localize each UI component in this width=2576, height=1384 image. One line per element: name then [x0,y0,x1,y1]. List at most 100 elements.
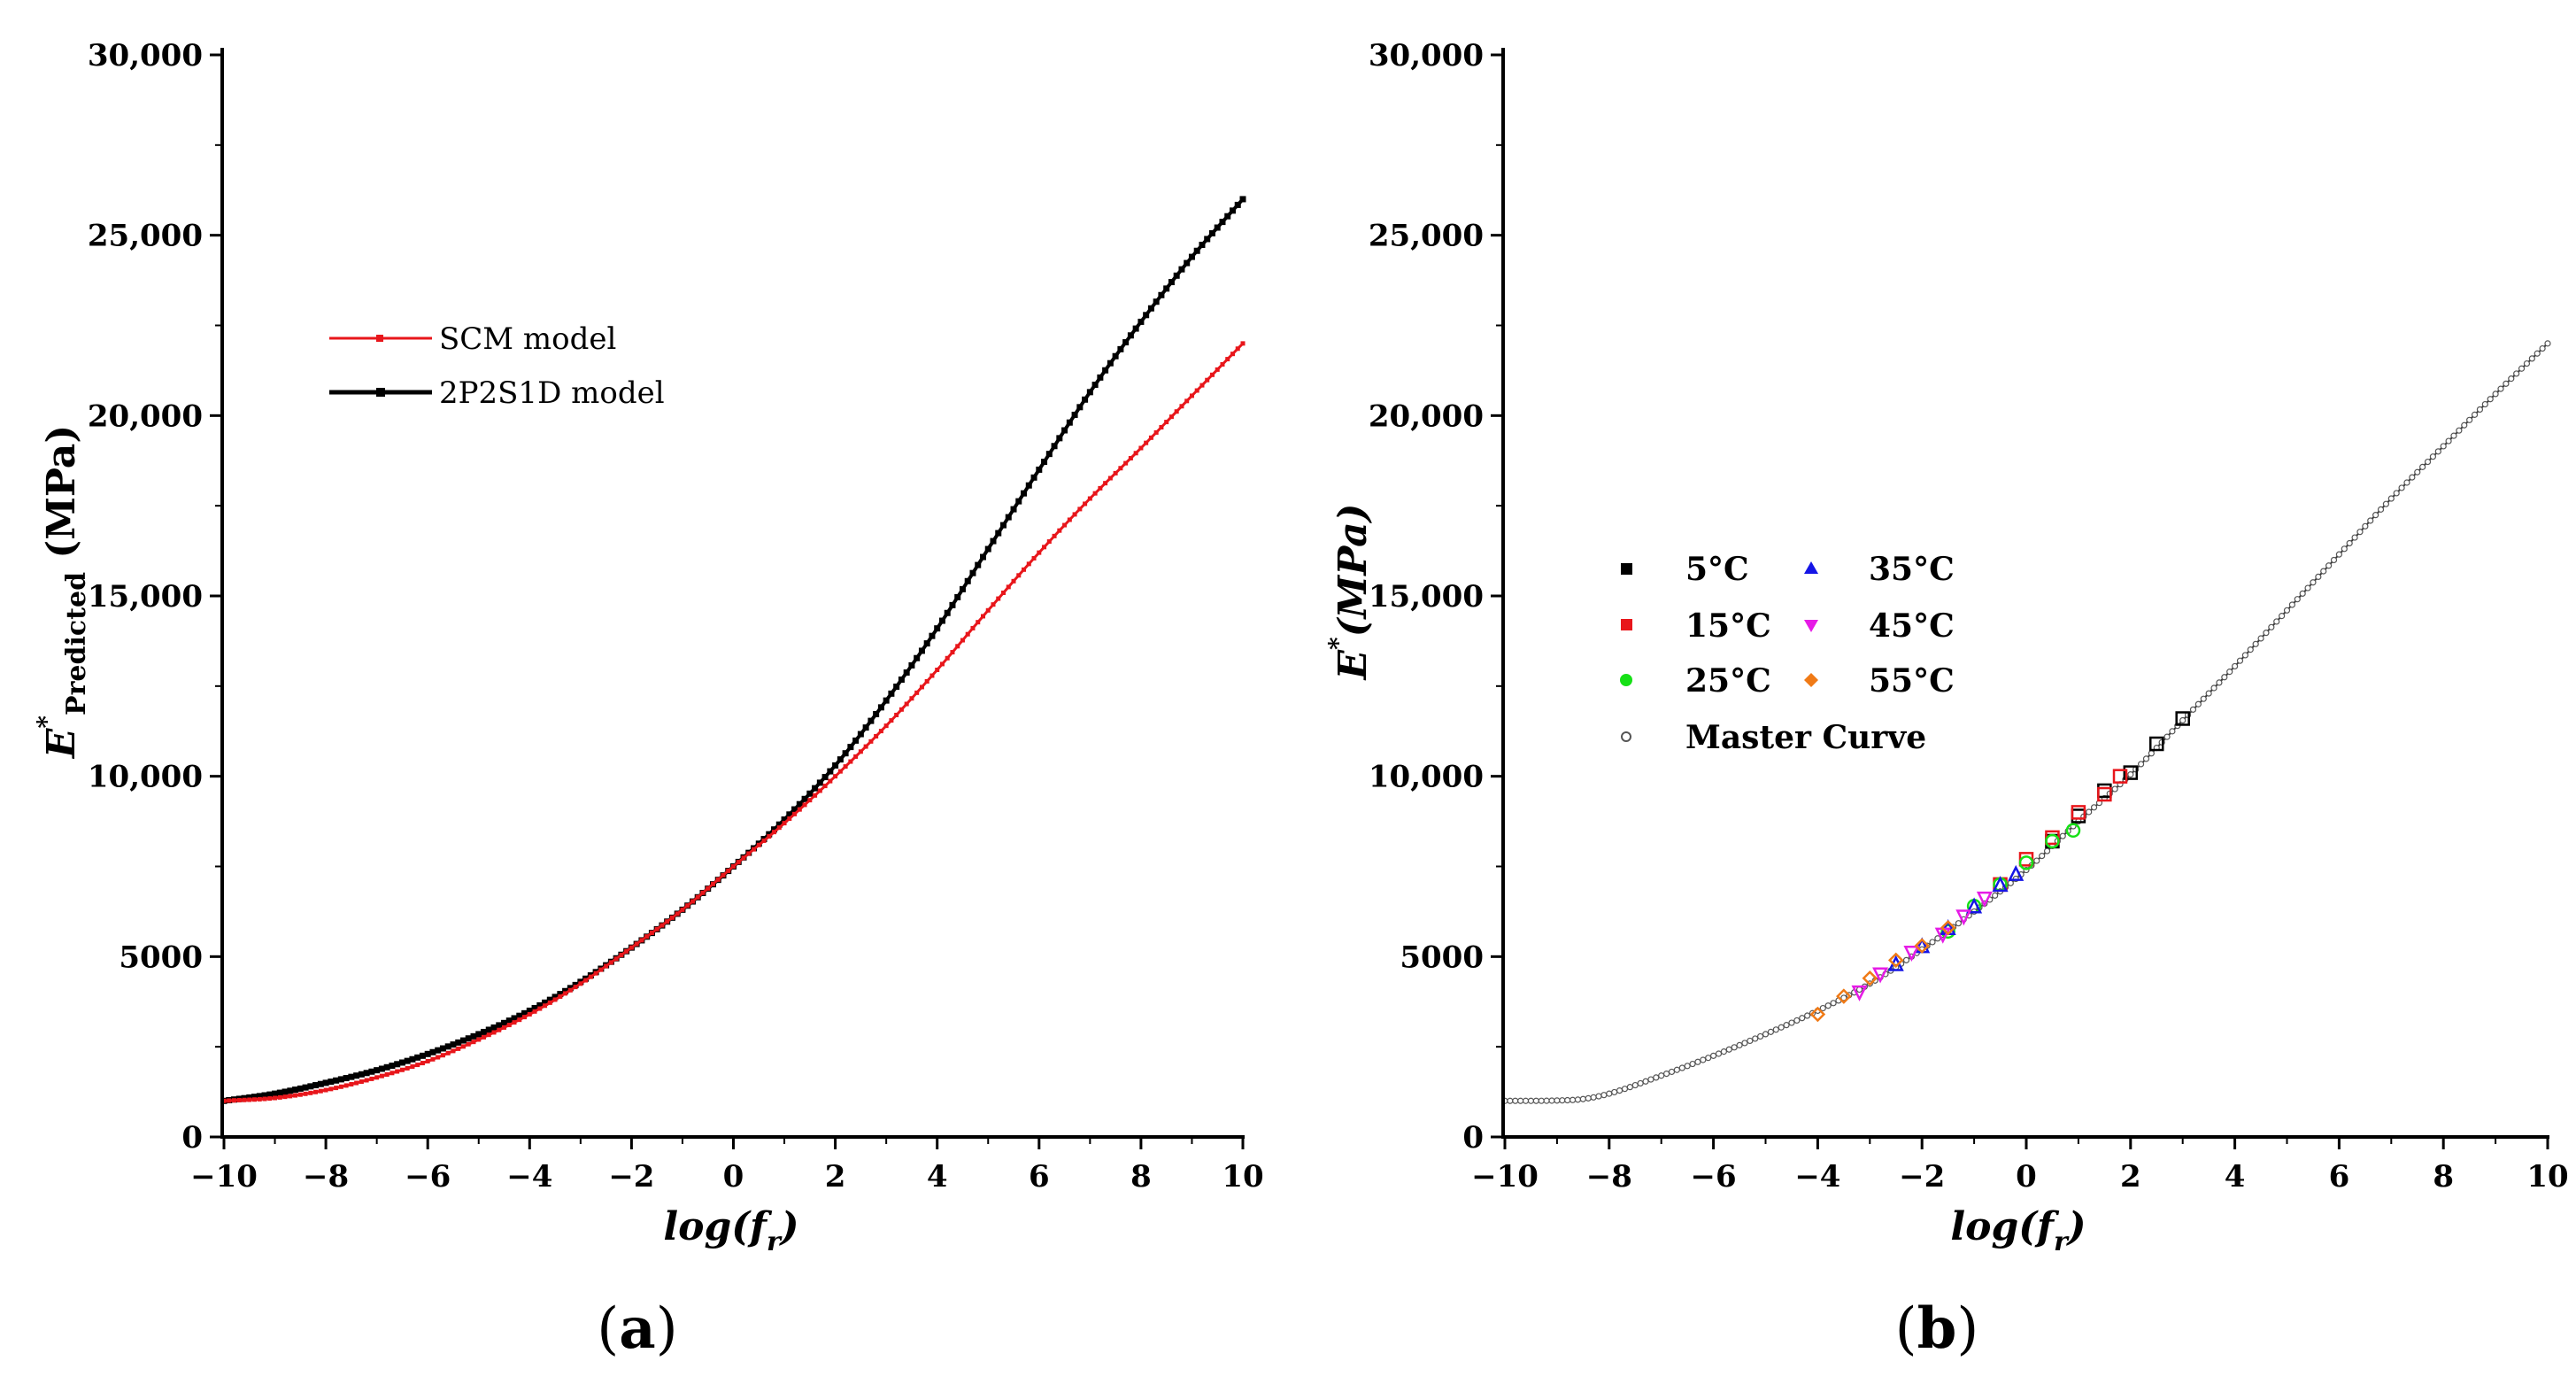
master-curve-point [2534,350,2541,357]
series-point [883,723,889,729]
series-point [1163,285,1170,292]
series-point [914,654,921,661]
series-point [613,956,619,962]
panel-a-y-tick-label: 25,000 [88,219,203,254]
panel-a-ticks: −10 −8 −6 −4 −2 0 2 4 6 8 10 0 5000 10,000 15,000 20,00… [88,38,1264,1195]
series-point [1021,490,1028,497]
series-point [490,1024,497,1031]
series-point [950,650,955,655]
panel-b-y-tick-label: 20,000 [1369,398,1484,434]
series-point [297,1085,304,1092]
series-scm-model [221,341,1246,1103]
series-point [353,1072,360,1079]
master-curve-point [1564,1096,1571,1104]
master-curve-point [1590,1094,1597,1101]
series-point [807,798,813,803]
series-point [409,1055,416,1063]
master-curve-point [2039,853,2046,860]
series-point [898,677,905,684]
series-point [593,970,598,976]
series-point [1066,419,1073,426]
master-curve-point [1778,1024,1785,1031]
series-point [551,994,559,1001]
series-point [756,842,761,847]
series-point [583,978,589,983]
master-curve-point [1548,1097,1555,1104]
series-point [873,711,880,718]
series-point [1061,427,1068,434]
series-point [1208,229,1215,236]
series-point [251,1094,258,1101]
series-point [374,1075,380,1080]
series-point [1224,213,1231,220]
series-point [629,945,634,950]
panel-b: −10 −8 −6 −4 −2 0 2 4 6 8 10 0 5000 10,000 15,000 20,00… [1323,38,2569,1362]
series-point [909,696,914,701]
series-point [1006,584,1011,590]
series-point [929,673,935,678]
series-point [573,985,578,990]
master-curve-point [2043,847,2051,854]
series-point [1077,506,1083,512]
master-curve-point [2367,517,2374,524]
series-point [833,774,838,779]
series-point [767,834,772,839]
panel-a-x-tick-label: 10 [1222,1159,1263,1195]
series-point [797,807,802,812]
series-point [323,1087,328,1093]
master-curve-point [1658,1072,1665,1079]
series-point [776,825,782,831]
series-point [430,1056,436,1062]
series-point [659,923,665,928]
series-point [1138,318,1145,325]
series-55c [1809,919,1956,1023]
series-point [1113,470,1118,476]
panel-b-legend: 5°C 35°C 15°C 45°C 25°C 55°C [1620,551,1955,756]
data-point [2008,864,2025,881]
series-point [337,1076,344,1083]
series-point [398,1059,405,1066]
master-curve-point [1507,1097,1514,1104]
master-curve-point [1637,1079,1644,1087]
legend-label-2p2s1d: 2P2S1D model [439,375,665,411]
series-point [1097,374,1104,381]
panel-b-x-tick-label: −6 [1691,1159,1737,1195]
series-point [1056,435,1063,442]
legend-marker-scm [376,335,383,342]
series-point [567,987,573,993]
master-curve-point [2440,443,2447,450]
series-point [369,1076,374,1081]
master-curve-point [1720,1048,1727,1055]
series-point [980,614,985,619]
panel-a-y-tick-label: 15,000 [88,579,203,615]
master-curve-point [2111,785,2118,793]
master-curve-point [1731,1044,1738,1051]
series-point [1158,291,1165,298]
master-curve-point [1522,1097,1530,1104]
master-curve-point [2466,416,2473,423]
master-curve-point [2341,545,2348,553]
data-point [1940,924,1955,939]
series-point [552,997,558,1002]
panel-b-y-tick-label: 15,000 [1369,579,1484,615]
series-point [1042,545,1047,550]
panel-a-y-tick-label: 30,000 [88,38,203,73]
series-point [252,1097,258,1102]
series-point [1189,393,1194,398]
master-curve-point [1762,1031,1770,1038]
series-point [1153,429,1159,435]
series-point [312,1082,320,1089]
series-point [1219,219,1226,226]
master-curve-point [2059,832,2066,839]
series-point [741,855,746,861]
data-point [2112,769,2128,784]
series-point [665,919,670,924]
series-point [654,926,659,932]
series-point [466,1041,471,1047]
series-point [644,934,650,939]
master-curve-point [1626,1084,1633,1091]
master-curve-point [1559,1097,1566,1104]
series-point [563,991,568,996]
series-point [802,802,807,808]
master-curve-point [1855,986,1863,994]
